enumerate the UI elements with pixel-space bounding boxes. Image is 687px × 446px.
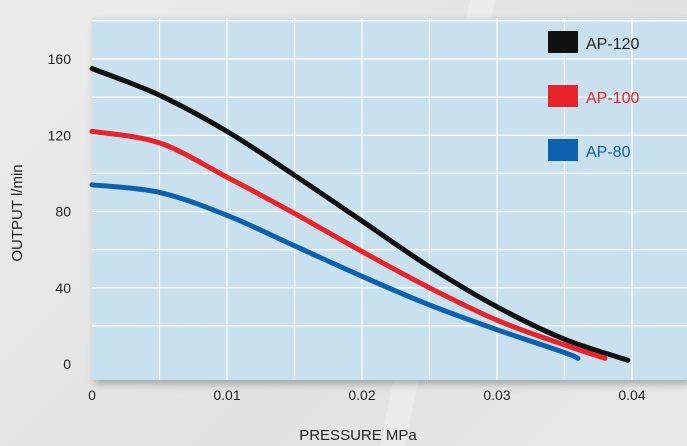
x-tick-label: 0.03 bbox=[483, 387, 510, 403]
y-tick-label: 0 bbox=[63, 356, 71, 372]
y-tick-label: 160 bbox=[48, 51, 72, 67]
y-tick-labels: 0 40 80 120 160 bbox=[48, 51, 72, 372]
x-axis-label: PRESSURE MPa bbox=[299, 427, 417, 444]
x-tick-labels: 0 0.01 0.02 0.03 0.04 bbox=[88, 387, 646, 403]
y-axis-label: OUTPUT l/min bbox=[9, 164, 26, 261]
y-tick-label: 80 bbox=[55, 204, 71, 220]
legend-label: AP-100 bbox=[586, 90, 639, 107]
legend-swatch bbox=[548, 31, 578, 53]
series-line-ap-120 bbox=[89, 66, 631, 363]
legend-label: AP-80 bbox=[586, 144, 631, 161]
legend-swatch bbox=[548, 139, 578, 161]
x-tick-label: 0.02 bbox=[348, 387, 375, 403]
x-tick-label: 0.01 bbox=[213, 387, 240, 403]
x-tick-label: 0 bbox=[88, 387, 96, 403]
legend-label: AP-120 bbox=[586, 36, 639, 53]
legend: AP-120 AP-100 AP-80 bbox=[548, 31, 639, 161]
y-tick-label: 120 bbox=[48, 127, 72, 143]
legend-swatch bbox=[548, 85, 578, 107]
series-line-ap-100 bbox=[89, 128, 608, 361]
series-layer bbox=[89, 66, 631, 363]
plot-area bbox=[92, 18, 687, 380]
x-tick-label: 0.04 bbox=[618, 387, 645, 403]
y-tick-label: 40 bbox=[55, 280, 71, 296]
series-line-ap-80 bbox=[89, 182, 581, 361]
